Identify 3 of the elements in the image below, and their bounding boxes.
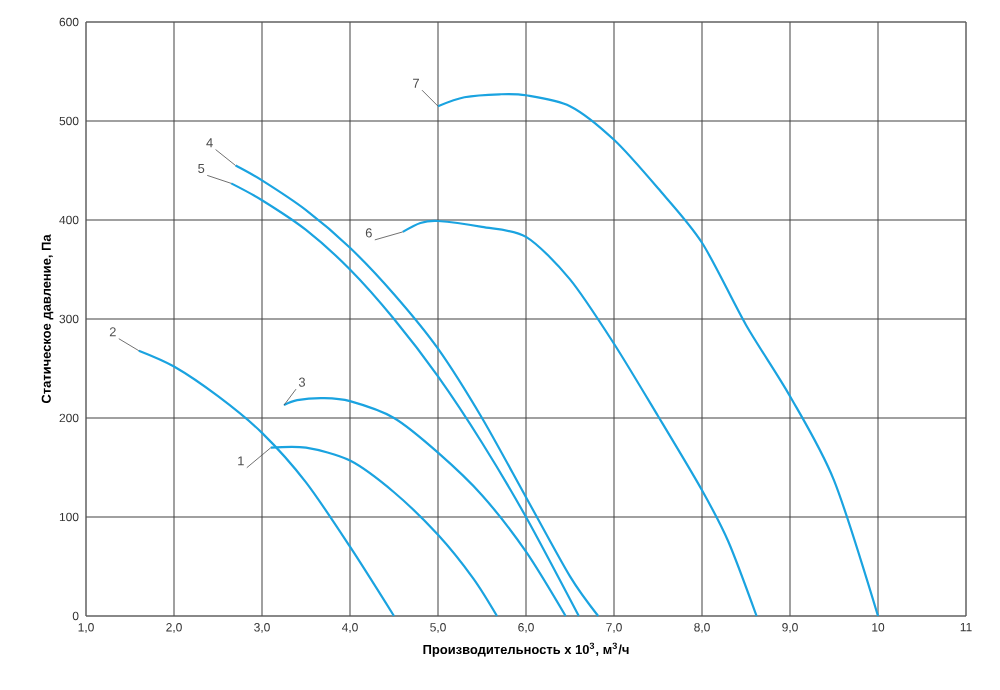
line-series: [436, 92, 880, 618]
line-series: [282, 397, 567, 618]
line-series: [401, 219, 758, 618]
